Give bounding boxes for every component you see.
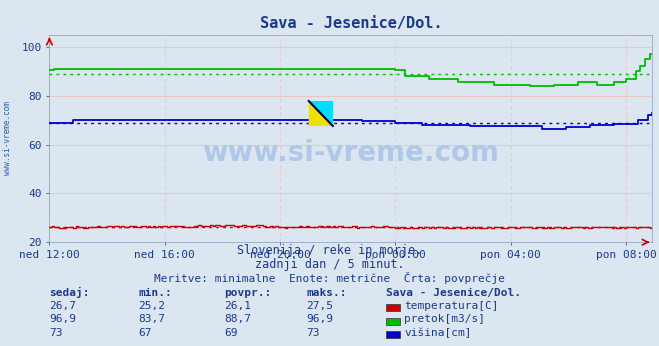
Text: www.si-vreme.com: www.si-vreme.com	[202, 139, 500, 167]
Text: maks.:: maks.:	[306, 288, 347, 298]
Text: pretok[m3/s]: pretok[m3/s]	[404, 315, 485, 325]
Text: povpr.:: povpr.:	[224, 288, 272, 298]
Text: 96,9: 96,9	[306, 315, 333, 325]
Text: Sava - Jesenice/Dol.: Sava - Jesenice/Dol.	[386, 288, 521, 298]
Text: 73: 73	[49, 328, 63, 338]
Text: 88,7: 88,7	[224, 315, 251, 325]
Polygon shape	[308, 101, 333, 126]
Text: Meritve: minimalne  Enote: metrične  Črta: povprečje: Meritve: minimalne Enote: metrične Črta:…	[154, 272, 505, 284]
Text: zadnji dan / 5 minut.: zadnji dan / 5 minut.	[254, 258, 405, 271]
Text: min.:: min.:	[138, 288, 172, 298]
Text: www.si-vreme.com: www.si-vreme.com	[3, 101, 13, 175]
Text: 26,7: 26,7	[49, 301, 76, 311]
Text: višina[cm]: višina[cm]	[404, 327, 471, 338]
Text: 83,7: 83,7	[138, 315, 165, 325]
Polygon shape	[308, 101, 333, 126]
Text: 69: 69	[224, 328, 237, 338]
Text: 25,2: 25,2	[138, 301, 165, 311]
Text: temperatura[C]: temperatura[C]	[404, 301, 498, 311]
Text: sedaj:: sedaj:	[49, 287, 90, 298]
Text: 26,1: 26,1	[224, 301, 251, 311]
Text: 27,5: 27,5	[306, 301, 333, 311]
Text: 67: 67	[138, 328, 152, 338]
Text: 96,9: 96,9	[49, 315, 76, 325]
Text: 73: 73	[306, 328, 320, 338]
Title: Sava - Jesenice/Dol.: Sava - Jesenice/Dol.	[260, 16, 442, 31]
Text: Slovenija / reke in morje.: Slovenija / reke in morje.	[237, 244, 422, 257]
